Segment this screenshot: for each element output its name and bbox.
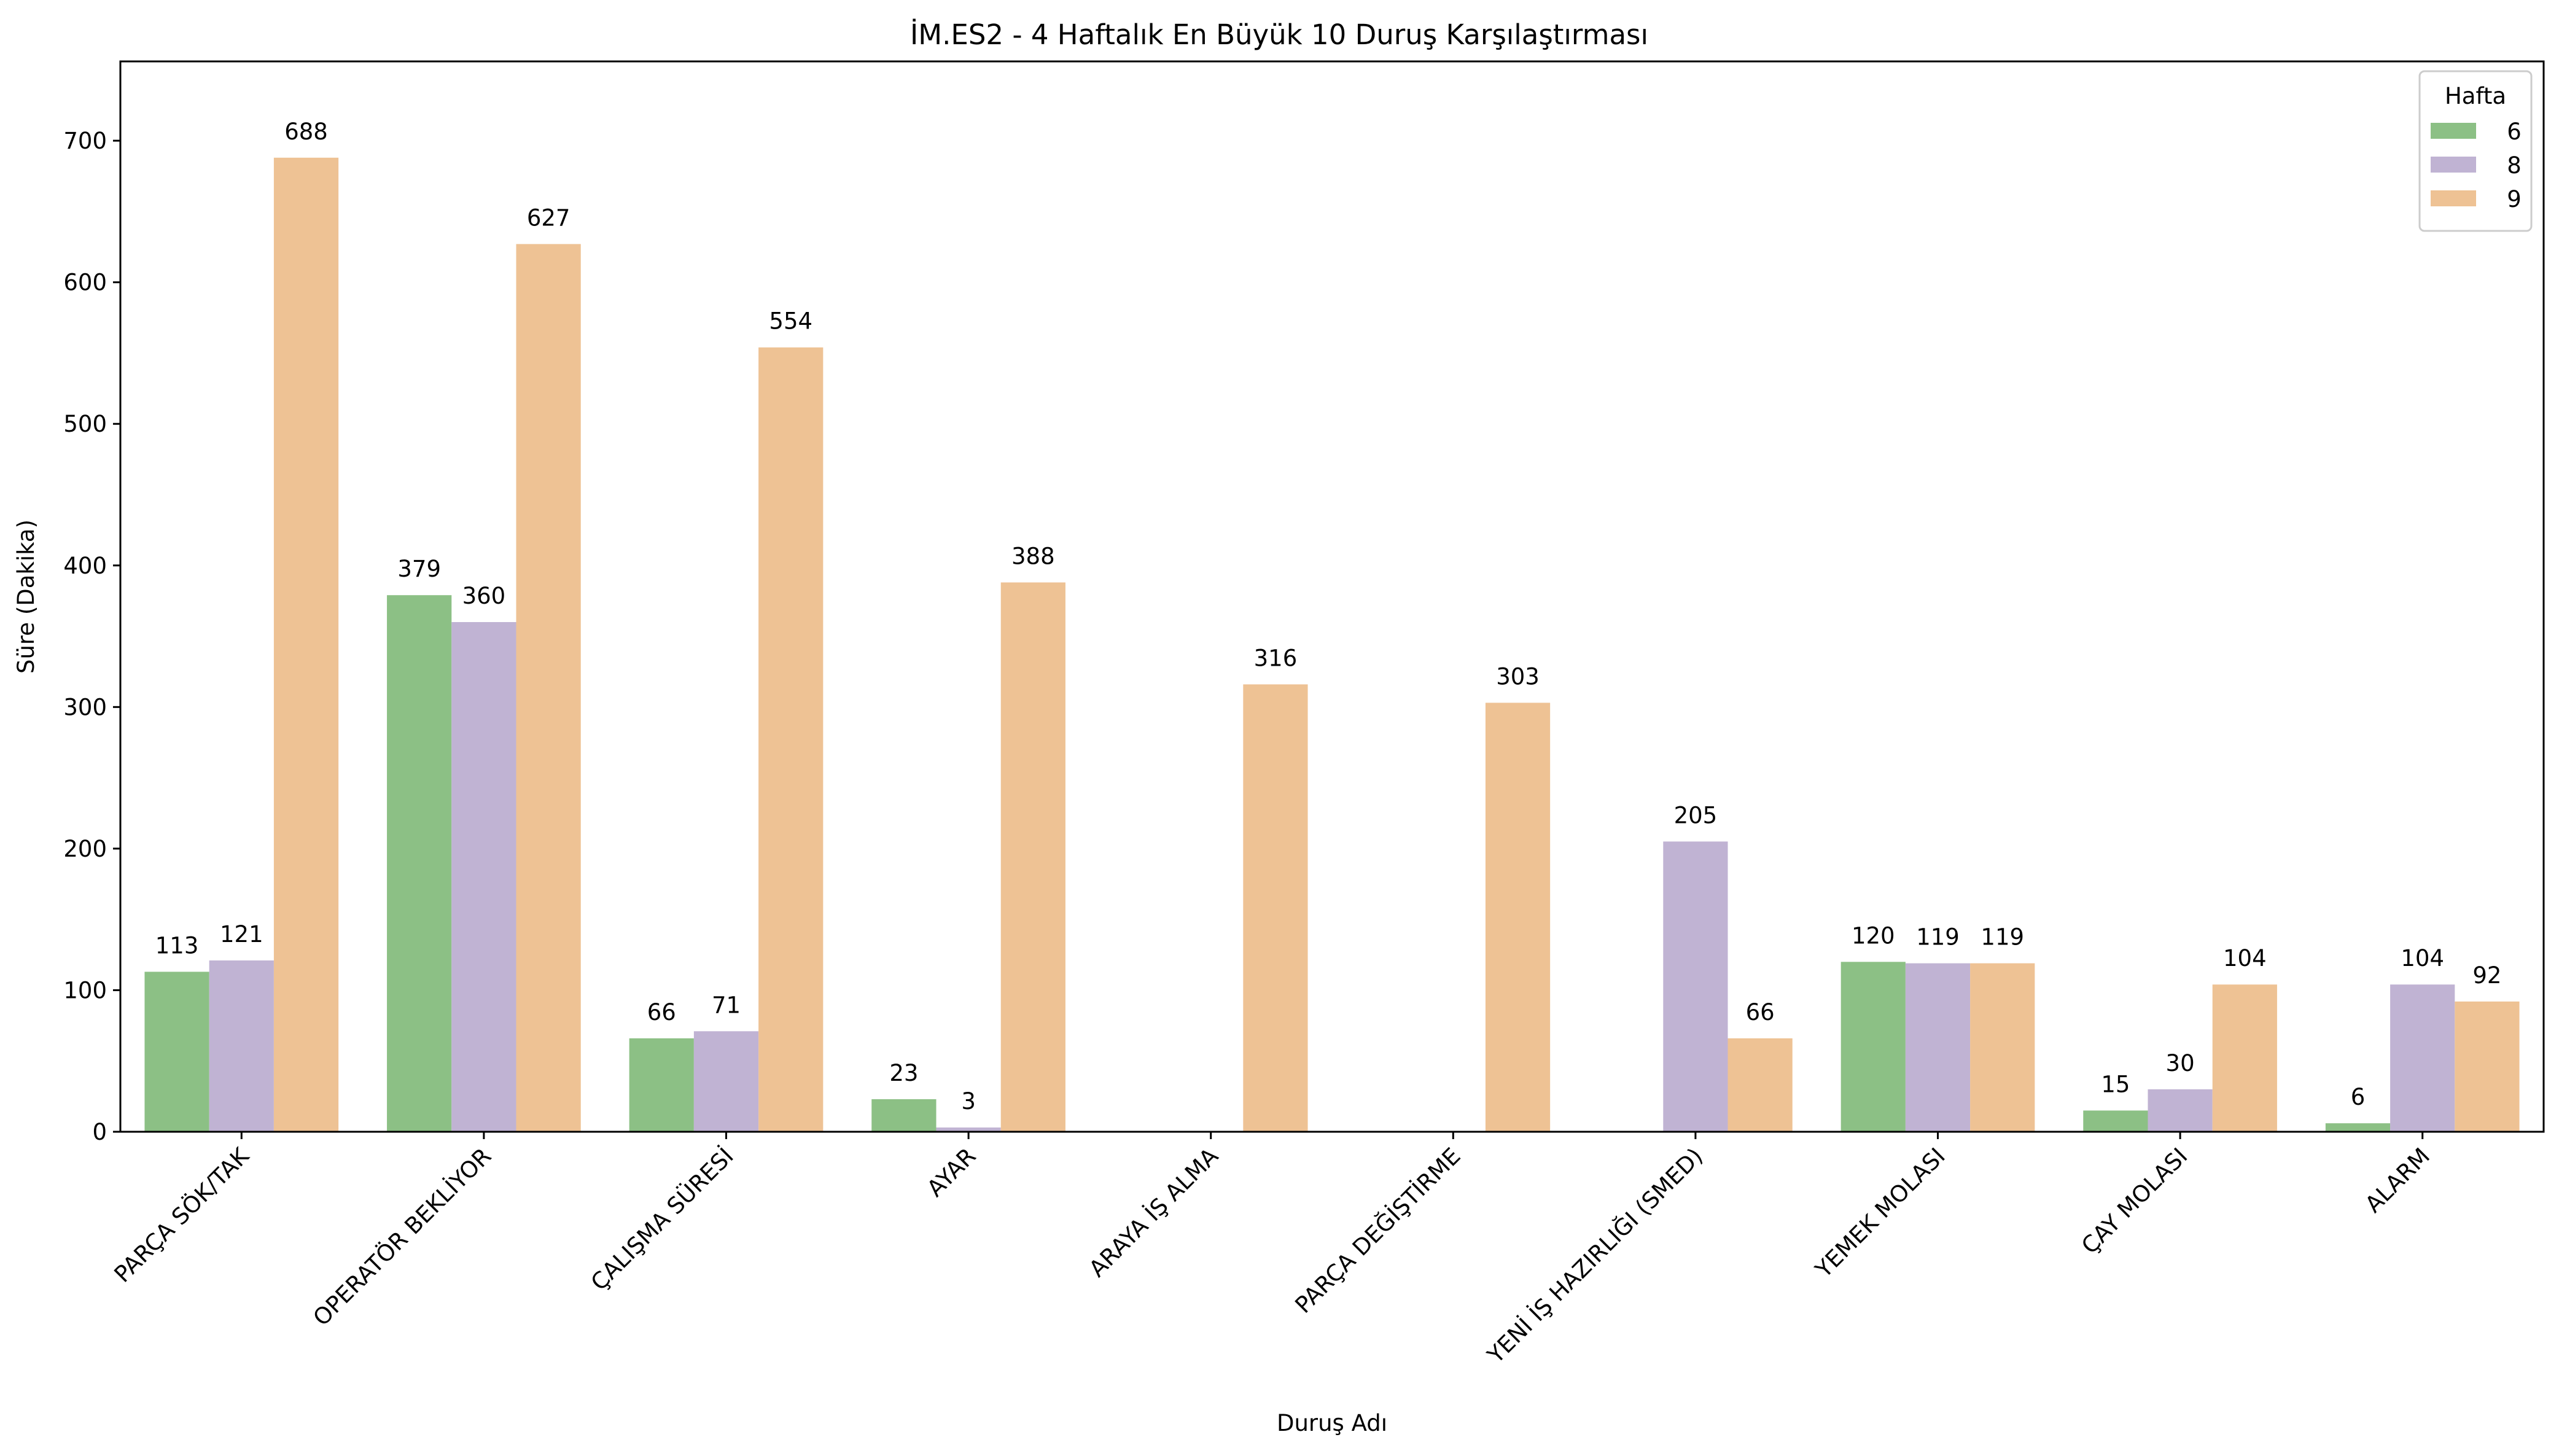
- bar: [2325, 1123, 2391, 1132]
- bar: [273, 157, 339, 1132]
- data-label: 104: [2401, 945, 2444, 971]
- bars-layer: [144, 157, 2520, 1132]
- legend-label: 9: [2507, 186, 2522, 212]
- data-label: 3: [961, 1088, 976, 1115]
- bar: [209, 960, 274, 1132]
- y-tick-label: 0: [92, 1119, 107, 1145]
- bar: [629, 1038, 694, 1132]
- bar: [2390, 984, 2455, 1132]
- bar: [2212, 984, 2277, 1132]
- data-label: 6: [2351, 1084, 2366, 1110]
- legend-swatch: [2431, 123, 2476, 139]
- bar: [1905, 963, 1971, 1132]
- bar: [1000, 582, 1065, 1132]
- bar: [1243, 684, 1308, 1132]
- data-label: 120: [1852, 922, 1895, 949]
- data-label: 92: [2472, 962, 2501, 989]
- legend-label: 6: [2507, 119, 2522, 145]
- data-label: 104: [2223, 945, 2267, 971]
- data-label: 15: [2101, 1071, 2130, 1097]
- data-label: 316: [1254, 645, 1298, 671]
- data-label: 119: [1981, 924, 2024, 951]
- y-tick-label: 700: [63, 128, 107, 154]
- plot-frame: [119, 60, 2545, 1133]
- data-label: 205: [1674, 802, 1718, 828]
- legend-swatch: [2431, 190, 2476, 206]
- bar: [1727, 1038, 1793, 1132]
- bar: [2148, 1089, 2213, 1132]
- bar: [1970, 963, 2035, 1132]
- data-label: 360: [462, 583, 506, 609]
- y-tick-label: 400: [63, 553, 107, 579]
- data-label: 66: [647, 999, 676, 1026]
- data-label: 627: [527, 204, 571, 231]
- y-tick-label: 100: [63, 977, 107, 1003]
- bar: [693, 1031, 759, 1132]
- legend-label: 8: [2507, 152, 2522, 179]
- data-label: 30: [2166, 1050, 2195, 1076]
- data-label: 113: [155, 932, 199, 959]
- bar: [758, 347, 824, 1132]
- bar: [144, 971, 209, 1132]
- legend-entries: 6 8 9: [2431, 119, 2522, 212]
- bar: [2083, 1110, 2148, 1132]
- legend: Hafta 6 8 9: [2418, 70, 2533, 232]
- y-tick-label: 200: [63, 836, 107, 862]
- data-labels-layer: 113 379 66 23 120 15 6 121 360 71 3 205 119 30 104 688 6…: [155, 119, 2502, 1115]
- y-tick-label: 600: [63, 270, 107, 296]
- bar: [451, 622, 516, 1132]
- data-label: 379: [397, 556, 441, 582]
- data-label: 66: [1746, 999, 1775, 1026]
- y-tick-label: 500: [63, 411, 107, 437]
- bar: [387, 595, 452, 1132]
- y-axis-label: Süre (Dakika): [13, 520, 39, 674]
- data-label: 23: [889, 1060, 918, 1086]
- legend-swatch: [2431, 157, 2476, 173]
- data-label: 121: [220, 921, 263, 948]
- legend-title: Hafta: [2445, 83, 2506, 109]
- data-label: 303: [1496, 663, 1540, 690]
- x-axis-label: Duruş Adı: [1277, 1410, 1387, 1436]
- chart-title: İM.ES2 - 4 Haftalık En Büyük 10 Duruş Ka…: [910, 18, 1648, 51]
- bar: [1663, 841, 1728, 1132]
- bar: [871, 1099, 937, 1132]
- y-tick-label: 300: [63, 694, 107, 720]
- data-label: 119: [1916, 924, 1960, 951]
- data-label: 388: [1011, 543, 1055, 569]
- data-label: 688: [284, 119, 328, 145]
- y-axis: 0 100 200 300 400 500 600 700: [63, 128, 120, 1145]
- bar: [2455, 1001, 2520, 1132]
- bar: [1840, 962, 1906, 1132]
- bar: [936, 1127, 1001, 1132]
- data-label: 71: [712, 992, 741, 1018]
- data-label: 554: [769, 308, 812, 335]
- bar: [1485, 703, 1551, 1132]
- bar: [516, 244, 581, 1132]
